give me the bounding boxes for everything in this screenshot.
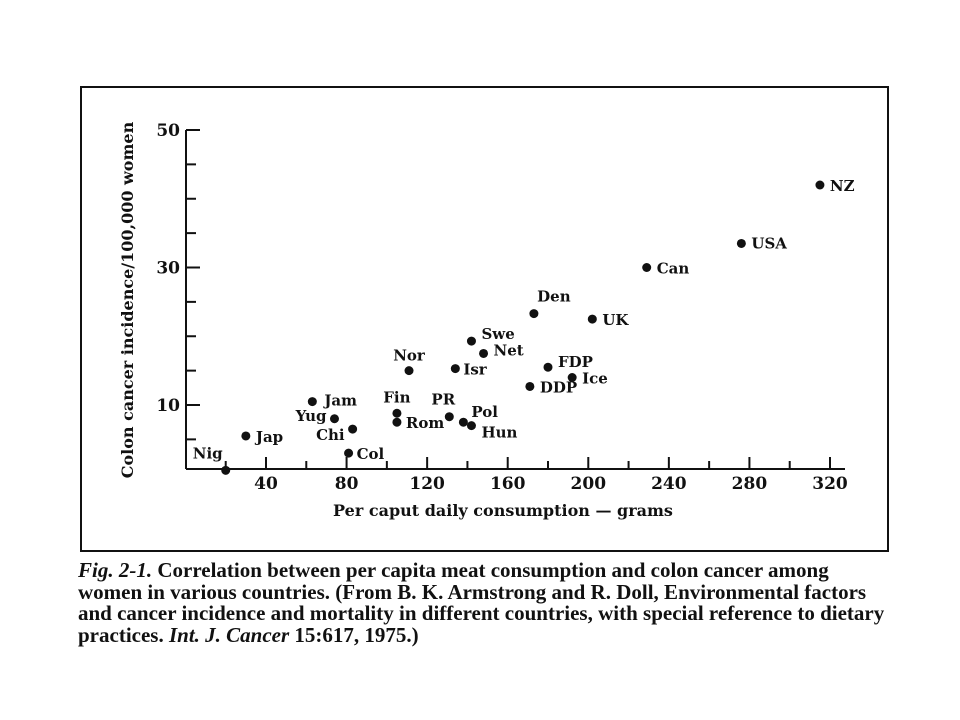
- data-point-nz: [815, 180, 825, 190]
- point-label-fdp: FDP: [558, 353, 593, 371]
- caption-text: Correlation between per capita meat cons…: [78, 558, 890, 647]
- x-axis-label: Per caput daily consumption — grams: [333, 501, 673, 520]
- x-tick-label: 200: [571, 474, 607, 494]
- point-label-ice: Ice: [582, 370, 608, 388]
- data-point-yug: [329, 414, 339, 424]
- point-label-usa: USA: [751, 234, 787, 252]
- point-label-ddp: DDP: [540, 378, 577, 396]
- data-point-chi: [348, 424, 358, 434]
- point-label-pol: Pol: [471, 403, 498, 421]
- y-tick-label: 30: [156, 259, 180, 279]
- scatter-chart: 10 30 50 40 80 120 160 200 240 280 320 Per caput da…: [118, 121, 855, 520]
- point-label-isr: Isr: [463, 361, 487, 379]
- caption-journal: Int. J. Cancer: [168, 622, 290, 647]
- point-label-fin: Fin: [383, 388, 410, 406]
- y-tick-label: 50: [156, 121, 180, 141]
- figure-frame: 10 30 50 40 80 120 160 200 240 280 320 Per caput da…: [80, 86, 889, 552]
- x-tick-label: 80: [335, 474, 359, 494]
- data-point-can: [642, 263, 652, 272]
- point-label-hun: Hun: [481, 424, 517, 442]
- point-label-uk: UK: [602, 311, 629, 329]
- point-label-nig: Nig: [193, 444, 223, 462]
- point-label-chi: Chi: [316, 426, 345, 444]
- point-label-den: Den: [537, 288, 571, 306]
- data-point-jap: [241, 431, 251, 441]
- x-tick-label: 40: [254, 474, 278, 494]
- data-point-uk: [587, 314, 597, 324]
- point-label-net: Net: [494, 341, 524, 359]
- data-point-nor: [404, 366, 414, 376]
- data-point-hun: [466, 421, 476, 431]
- point-label-rom: Rom: [406, 414, 444, 432]
- data-point-swe: [466, 336, 476, 346]
- figure-caption: Fig. 2-1. Correlation between per capita…: [78, 558, 898, 647]
- data-point-jam: [307, 397, 317, 407]
- data-point-rom: [392, 417, 402, 427]
- x-tick-label: 280: [732, 474, 768, 494]
- data-point-den: [529, 309, 539, 319]
- data-point-usa: [736, 238, 746, 248]
- data-point-pol: [458, 417, 468, 427]
- point-label-nor: Nor: [393, 347, 426, 365]
- data-point-ddp: [525, 381, 535, 391]
- caption-figure-label: Fig. 2-1.: [78, 558, 153, 582]
- point-label-can: Can: [657, 260, 690, 278]
- data-point-col: [344, 448, 354, 458]
- x-tick-label: 320: [812, 474, 848, 494]
- x-tick-label: 120: [409, 474, 445, 494]
- data-point-nig: [221, 465, 231, 475]
- point-label-pr: PR: [431, 391, 455, 409]
- data-point-fdp: [543, 362, 553, 372]
- point-label-jam: Jam: [322, 392, 357, 410]
- point-label-yug: Yug: [295, 407, 327, 425]
- caption-citation: 15:617, 1975.): [289, 622, 419, 647]
- x-tick-label: 160: [490, 474, 526, 494]
- point-label-col: Col: [357, 445, 385, 463]
- data-point-pr: [444, 412, 454, 422]
- data-point-fin: [392, 408, 402, 418]
- data-point-isr: [450, 364, 460, 374]
- data-point-net: [479, 348, 489, 358]
- point-label-nz: NZ: [830, 177, 855, 195]
- y-tick-label: 10: [156, 396, 180, 416]
- y-axis-label: Colon cancer incidence/100,000 women: [118, 121, 137, 478]
- point-label-swe: Swe: [481, 325, 514, 343]
- point-label-jap: Jap: [254, 428, 283, 446]
- data-point-ice: [567, 373, 577, 382]
- x-tick-label: 240: [651, 474, 687, 494]
